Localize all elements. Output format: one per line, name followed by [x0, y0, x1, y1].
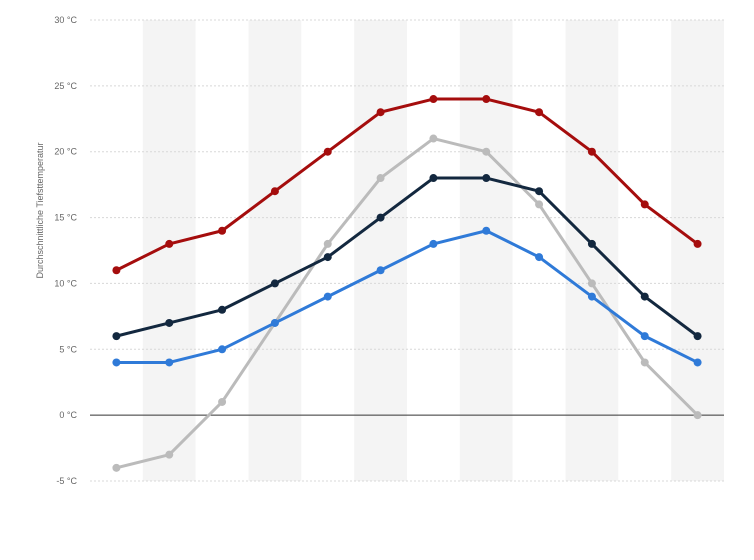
- column-bands: [90, 20, 724, 481]
- data-point[interactable]: [112, 266, 121, 275]
- column-band: [354, 20, 407, 481]
- data-point[interactable]: [218, 345, 227, 354]
- y-tick-label: -5 °C: [56, 476, 77, 486]
- series-line: [114, 229, 700, 364]
- data-point[interactable]: [112, 463, 121, 472]
- series-1: [112, 95, 702, 275]
- data-point[interactable]: [270, 279, 279, 288]
- data-point[interactable]: [429, 134, 438, 143]
- data-point[interactable]: [323, 239, 332, 248]
- data-point[interactable]: [640, 292, 649, 301]
- data-point[interactable]: [587, 147, 596, 156]
- data-point[interactable]: [270, 187, 279, 196]
- data-point[interactable]: [429, 174, 438, 183]
- y-tick-label: 25 °C: [54, 81, 77, 91]
- column-band: [671, 20, 724, 481]
- data-point[interactable]: [165, 358, 174, 367]
- data-point[interactable]: [535, 108, 544, 117]
- data-point[interactable]: [112, 332, 121, 341]
- column-band: [512, 20, 566, 481]
- column-band: [618, 20, 672, 481]
- data-point[interactable]: [587, 292, 596, 301]
- data-point[interactable]: [429, 95, 438, 104]
- data-point[interactable]: [376, 213, 385, 222]
- data-point[interactable]: [535, 200, 544, 209]
- column-band: [407, 20, 460, 481]
- series-lines: [112, 95, 702, 472]
- data-point[interactable]: [323, 292, 332, 301]
- data-point[interactable]: [218, 305, 227, 314]
- data-point[interactable]: [112, 358, 121, 367]
- y-tick-label: 20 °C: [54, 147, 77, 157]
- data-point[interactable]: [640, 332, 649, 341]
- data-point[interactable]: [640, 358, 649, 367]
- column-band: [142, 20, 196, 481]
- data-point[interactable]: [693, 358, 702, 367]
- data-point[interactable]: [535, 253, 544, 262]
- series-line: [114, 97, 700, 272]
- column-band: [459, 20, 513, 481]
- data-point[interactable]: [165, 318, 174, 327]
- data-point[interactable]: [587, 279, 596, 288]
- series-3: [112, 174, 702, 341]
- data-point[interactable]: [376, 108, 385, 117]
- y-axis-title: Durchschnittliche Tiefsttemperatur: [35, 142, 45, 278]
- data-point[interactable]: [482, 226, 491, 235]
- column-band: [565, 20, 619, 481]
- data-point[interactable]: [323, 147, 332, 156]
- data-point[interactable]: [693, 332, 702, 341]
- data-point[interactable]: [165, 239, 174, 248]
- column-band: [301, 20, 355, 481]
- data-point[interactable]: [218, 226, 227, 235]
- y-tick-label: 10 °C: [54, 278, 77, 288]
- data-point[interactable]: [693, 411, 702, 420]
- data-point[interactable]: [376, 174, 385, 183]
- column-band: [195, 20, 249, 481]
- data-point[interactable]: [693, 239, 702, 248]
- data-point[interactable]: [482, 174, 491, 183]
- data-point[interactable]: [270, 318, 279, 327]
- gridlines: [90, 19, 724, 482]
- data-point[interactable]: [482, 147, 491, 156]
- y-tick-label: 30 °C: [54, 15, 77, 25]
- y-tick-label: 5 °C: [59, 344, 77, 354]
- data-point[interactable]: [376, 266, 385, 275]
- column-band: [90, 20, 143, 481]
- y-tick-label: 15 °C: [54, 213, 77, 223]
- data-point[interactable]: [429, 239, 438, 248]
- data-point[interactable]: [482, 95, 491, 104]
- column-band: [248, 20, 302, 481]
- series-4: [112, 226, 702, 367]
- y-tick-label: 0 °C: [59, 410, 77, 420]
- series-line: [114, 176, 700, 338]
- data-point[interactable]: [218, 397, 227, 406]
- data-point[interactable]: [323, 253, 332, 262]
- y-axis-ticks: -5 °C 0 °C 5 °C 10 °C 15 °C 20 °C 25 °C 30 °C: [54, 15, 77, 486]
- data-point[interactable]: [535, 187, 544, 196]
- data-point[interactable]: [165, 450, 174, 459]
- data-point[interactable]: [640, 200, 649, 209]
- series-line: [114, 137, 700, 470]
- data-point[interactable]: [587, 239, 596, 248]
